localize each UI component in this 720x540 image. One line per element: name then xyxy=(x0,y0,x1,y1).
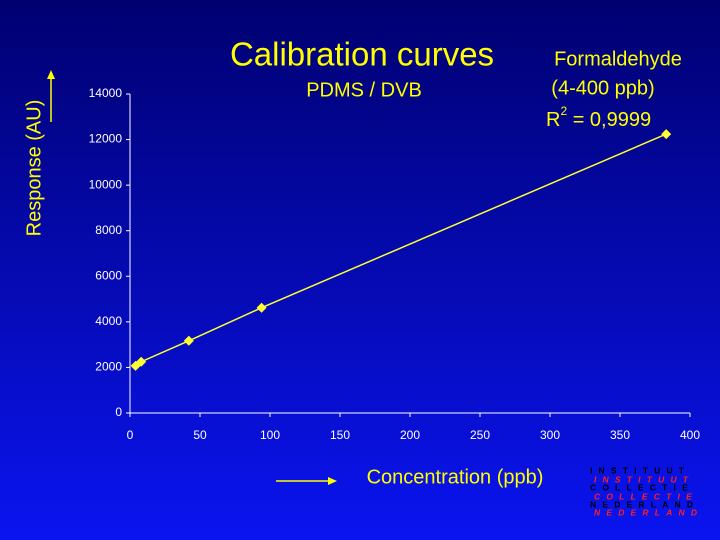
x-tick-label: 200 xyxy=(400,428,420,442)
chart-title: Calibration curves xyxy=(230,36,494,73)
x-tick-label: 50 xyxy=(193,428,207,442)
x-tick-label: 300 xyxy=(540,428,560,442)
x-tick-label: 250 xyxy=(470,428,490,442)
data-point xyxy=(256,302,267,313)
r-squared: R2 = 0,9999 xyxy=(546,104,651,131)
logo-line: NEDERLAND xyxy=(590,499,699,509)
y-tick-label: 8000 xyxy=(95,223,122,237)
annotation: (4-400 ppb) xyxy=(551,77,654,99)
y-tick-label: 10000 xyxy=(89,177,123,191)
r-symbol: R xyxy=(546,109,560,131)
x-tick-label: 350 xyxy=(610,428,630,442)
r-exponent: 2 xyxy=(560,104,567,118)
logo: INSTITUUT INSTITUUT COLLECTIE COLLECTIE … xyxy=(590,465,703,517)
x-axis-label: Concentration (ppb) xyxy=(367,466,544,488)
y-tick-label: 6000 xyxy=(95,268,122,282)
x-tick-label: 150 xyxy=(330,428,350,442)
x-label-arrowhead xyxy=(328,477,337,485)
r-text: = 0,9999 xyxy=(567,109,651,131)
y-tick-label: 4000 xyxy=(95,314,122,328)
logo-line: COLLECTIE xyxy=(590,482,694,492)
y-tick-label: 0 xyxy=(115,405,122,419)
y-tick-label: 12000 xyxy=(89,132,123,146)
x-tick-label: 400 xyxy=(680,428,700,442)
logo-line: INSTITUUT xyxy=(590,465,690,475)
y-label-arrowhead xyxy=(47,70,55,79)
y-tick-label: 14000 xyxy=(89,86,123,100)
logo-line: COLLECTIE xyxy=(594,491,698,501)
logo-line: NEDERLAND xyxy=(594,507,703,517)
y-axis-label: Response (AU) xyxy=(23,100,45,237)
y-tick-label: 2000 xyxy=(95,360,122,374)
data-point xyxy=(183,335,194,346)
chart-subtitle: PDMS / DVB xyxy=(306,79,422,101)
logo-line: INSTITUUT xyxy=(594,474,694,484)
x-tick-label: 100 xyxy=(260,428,280,442)
x-tick-label: 0 xyxy=(127,428,134,442)
data-point xyxy=(136,356,147,367)
data-point xyxy=(661,129,672,140)
annotation: Formaldehyde xyxy=(554,48,682,70)
